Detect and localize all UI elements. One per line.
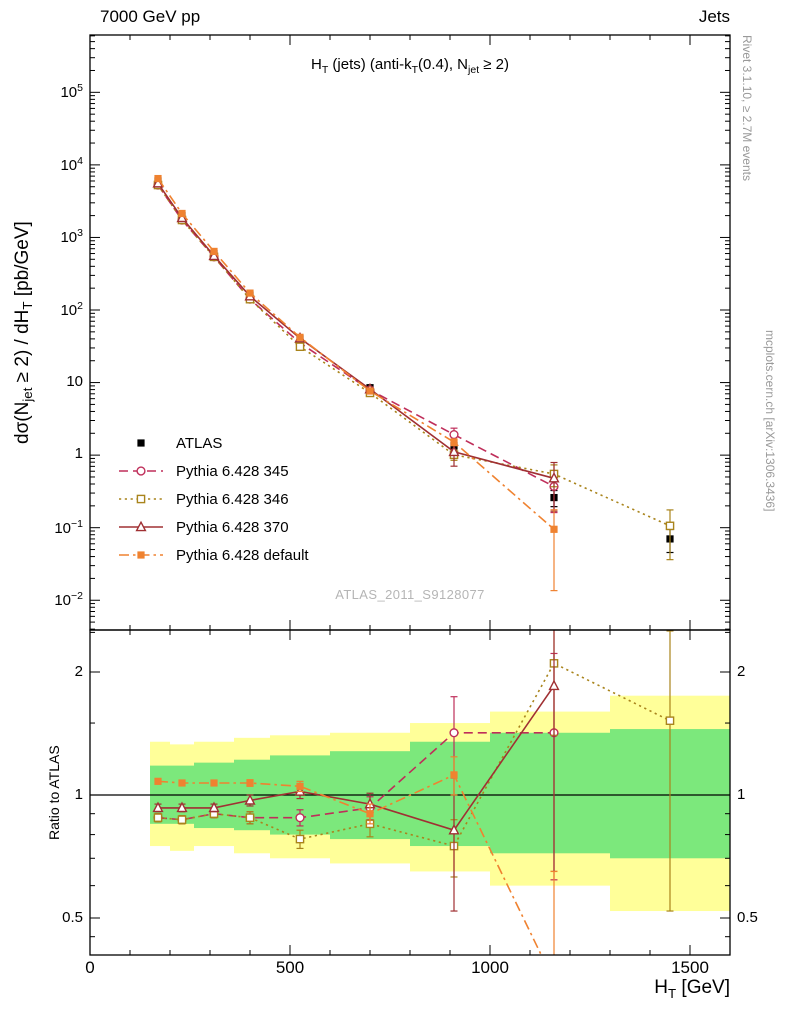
legend-item: Pythia 6.428 346 <box>118 485 309 513</box>
y-tick-label: 10 <box>66 372 83 390</box>
ratio-tick-label-left: 0.5 <box>62 908 83 926</box>
y-tick-label: 105 <box>60 82 83 102</box>
watermark: ATLAS_2011_S9128077 <box>335 587 485 602</box>
ratio-tick-label-right: 0.5 <box>737 908 758 926</box>
x-tick-label: 1000 <box>471 958 509 977</box>
beam-energy-label: 7000 GeV pp <box>100 7 201 26</box>
x-tick-label: 500 <box>275 958 305 977</box>
ratio-tick-label-left: 2 <box>74 662 83 680</box>
y-tick-label: 10−1 <box>54 517 83 537</box>
ratio-tick-label-right: 1 <box>737 785 746 803</box>
y-tick-label: 1 <box>74 445 83 463</box>
legend-item: Pythia 6.428 345 <box>118 457 309 485</box>
legend-label: Pythia 6.428 370 <box>176 518 289 536</box>
legend-marker-open-triangle <box>119 520 163 532</box>
y-tick-label: 10−2 <box>54 590 83 610</box>
analysis-type-label: Jets <box>698 7 730 26</box>
y-tick-label: 102 <box>60 300 83 319</box>
axes-frame <box>89 34 731 956</box>
ratio-tick-label-left: 1 <box>74 785 83 803</box>
legend-label: Pythia 6.428 default <box>176 546 309 564</box>
legend-item: Pythia 6.428 370 <box>118 513 309 541</box>
x-axis-label: HT [GeV] <box>654 977 730 1001</box>
rivet-version-note: Rivet 3.1.10, ≥ 2.7M events <box>740 35 754 181</box>
legend-marker-filled-square <box>137 439 145 447</box>
legend-marker-filled-square <box>119 551 163 559</box>
legend-marker-open-square <box>119 494 163 504</box>
ratio-tick-label-right: 2 <box>737 662 746 680</box>
y-axis-label-main: dσ(Njet ≥ 2) / dHT [pb/GeV] <box>12 221 35 444</box>
legend-label: Pythia 6.428 345 <box>176 462 289 480</box>
x-tick-label: 1500 <box>671 958 709 977</box>
ratio-uncertainty-bands <box>90 695 730 912</box>
legend-label: ATLAS <box>176 434 223 452</box>
legend-marker-open-circle <box>119 466 163 476</box>
x-tick-label: 0 <box>85 958 95 977</box>
legend-item: ATLAS <box>118 429 309 457</box>
ratio-panel-data <box>152 630 675 955</box>
legend-label: Pythia 6.428 346 <box>176 490 289 508</box>
y-tick-label: 103 <box>60 227 83 247</box>
legend: ATLAS Pythia 6.428 345 Pythia 6.428 346 Pyt… <box>118 429 309 569</box>
mcplots-note: mcplots.cern.ch [arXiv:1306.3436] <box>763 330 777 512</box>
plot-title: HT (jets) (anti-kT(0.4), Njet ≥ 2) <box>310 56 510 76</box>
y-tick-label: 104 <box>60 154 83 174</box>
legend-item: Pythia 6.428 default <box>118 541 309 569</box>
main-panel-data <box>152 174 675 592</box>
